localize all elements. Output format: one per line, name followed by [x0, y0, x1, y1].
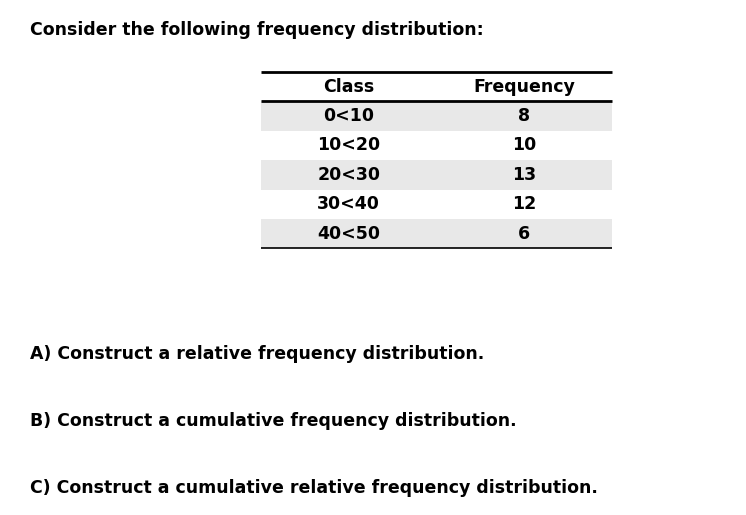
Bar [261, 131, 612, 160]
Bar [261, 219, 612, 248]
Text: Class: Class [323, 78, 374, 96]
Text: 6: 6 [518, 225, 530, 243]
Text: 10<20: 10<20 [317, 136, 380, 154]
Text: B) Construct a cumulative frequency distribution.: B) Construct a cumulative frequency dist… [30, 412, 516, 430]
Text: 13: 13 [512, 166, 536, 184]
Bar [261, 72, 612, 101]
Text: 10: 10 [512, 136, 536, 154]
Text: C) Construct a cumulative relative frequency distribution.: C) Construct a cumulative relative frequ… [30, 479, 598, 497]
Text: Consider the following frequency distribution:: Consider the following frequency distrib… [30, 21, 483, 39]
Text: A) Construct a relative frequency distribution.: A) Construct a relative frequency distri… [30, 345, 484, 363]
Bar [261, 160, 612, 190]
Text: Frequency: Frequency [473, 78, 575, 96]
Text: 20<30: 20<30 [317, 166, 380, 184]
Text: 8: 8 [518, 107, 530, 125]
Bar [261, 190, 612, 219]
Text: 40<50: 40<50 [317, 225, 380, 243]
Text: 0<10: 0<10 [323, 107, 374, 125]
Text: 30<40: 30<40 [317, 195, 380, 213]
Text: 12: 12 [512, 195, 536, 213]
Bar [261, 101, 612, 131]
